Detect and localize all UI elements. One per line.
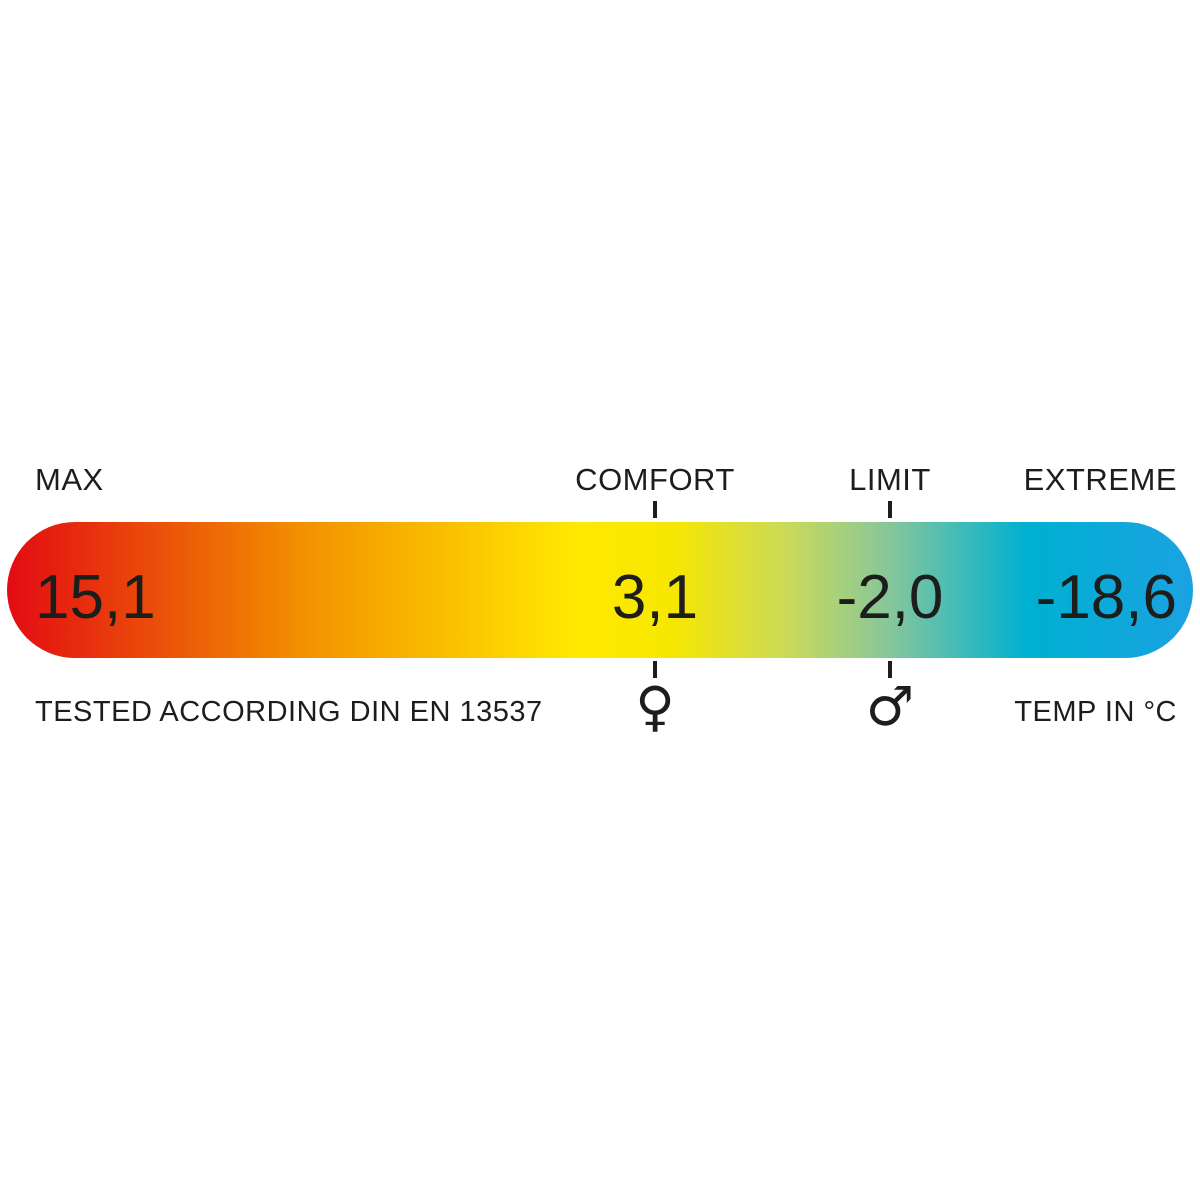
label-extreme: EXTREME [1023, 462, 1177, 497]
value-extreme: -18,6 [1035, 563, 1177, 632]
unit-label: TEMP IN °C [1014, 696, 1177, 728]
value-max: 15,1 [35, 563, 156, 632]
limit-tick-top [888, 501, 892, 518]
comfort-tick-bottom [653, 661, 657, 678]
label-limit: LIMIT [849, 462, 931, 497]
temperature-gradient-bar [7, 522, 1193, 658]
male-icon: ♂ [865, 675, 915, 738]
label-comfort: COMFORT [575, 462, 735, 497]
female-icon: ♀ [635, 675, 675, 738]
limit-tick-bottom [888, 661, 892, 678]
standard-note: TESTED ACCORDING DIN EN 13537 [35, 696, 543, 728]
value-comfort: 3,1 [611, 563, 699, 632]
label-max: MAX [35, 462, 104, 497]
comfort-tick-top [653, 501, 657, 518]
value-limit: -2,0 [836, 563, 944, 632]
